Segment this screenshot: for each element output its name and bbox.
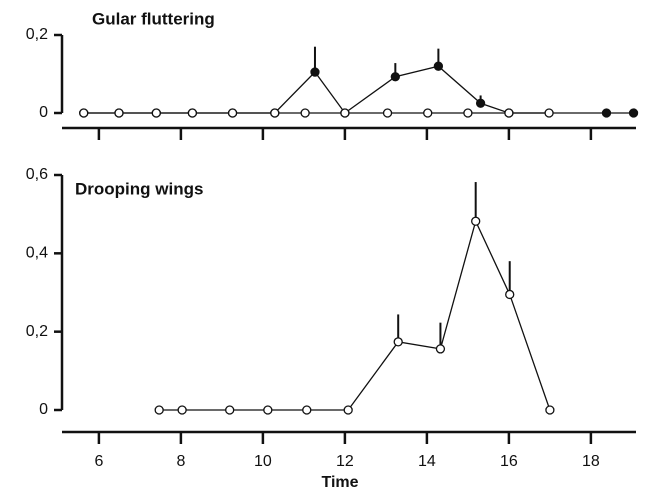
- data-point: [114, 108, 124, 118]
- data-point: [263, 405, 273, 415]
- x-tick-label: 8: [176, 453, 185, 470]
- data-point: [463, 108, 473, 118]
- data-point: [423, 108, 433, 118]
- y-tick-label: 0: [39, 104, 48, 121]
- data-point: [544, 108, 554, 118]
- data-point: [504, 108, 514, 118]
- data-point: [300, 108, 310, 118]
- data-point: [475, 98, 486, 108]
- chart-title: Drooping wings: [75, 179, 203, 198]
- data-point: [225, 405, 235, 415]
- data-point: [151, 108, 161, 118]
- data-point: [390, 72, 400, 82]
- data-point: [302, 405, 312, 415]
- data-point: [343, 405, 353, 415]
- data-point: [340, 108, 350, 118]
- x-tick-label: 10: [254, 453, 272, 470]
- data-point: [177, 405, 187, 415]
- series-line: [159, 219, 551, 411]
- data-point: [393, 337, 403, 347]
- y-tick-label: 0: [39, 401, 48, 418]
- chart-title: Gular fluttering: [92, 9, 215, 28]
- x-tick-label: 12: [336, 453, 354, 470]
- data-point: [505, 289, 515, 300]
- x-axis-label: Time: [321, 474, 358, 491]
- data-point: [433, 61, 444, 71]
- data-point: [628, 108, 639, 118]
- y-tick-label: 0,6: [26, 166, 48, 183]
- data-point: [382, 108, 393, 118]
- data-point: [270, 108, 280, 118]
- y-tick-label: 0,2: [26, 323, 48, 340]
- x-tick-label: 6: [94, 453, 103, 470]
- series-line: [83, 65, 634, 114]
- data-point: [154, 405, 164, 415]
- data-point: [435, 344, 446, 354]
- data-point: [187, 108, 198, 118]
- data-point: [79, 108, 89, 118]
- data-point: [601, 108, 612, 118]
- y-tick-label: 0,4: [26, 245, 48, 262]
- x-tick-label: 14: [418, 453, 436, 470]
- x-tick-label: 16: [500, 453, 518, 470]
- data-point: [545, 405, 555, 415]
- data-point: [310, 67, 320, 77]
- y-tick-label: 0,2: [26, 26, 48, 43]
- x-tick-label: 18: [582, 453, 600, 470]
- data-point: [471, 216, 481, 226]
- data-point: [227, 108, 238, 118]
